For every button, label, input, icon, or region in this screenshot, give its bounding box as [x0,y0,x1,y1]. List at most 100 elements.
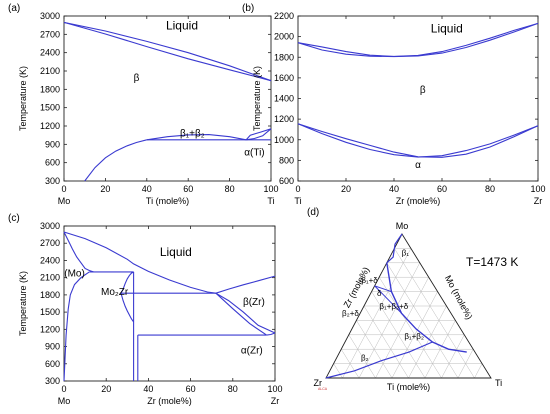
ternary-grid-line [474,363,483,379]
y-tick-label: 300 [45,376,60,386]
left-element-label: Ti [294,196,301,206]
panel-letter: (b) [242,3,254,14]
axis-label-zr: Zr (mole%) [342,265,372,309]
ternary-grid-line [424,320,456,379]
ternary-phase-label: β₂ [361,354,369,363]
ternary-phase-label: β₁ [402,249,410,258]
ternary-phase-label: δ [377,289,382,298]
axis-label-ti: Ti (mole%) [387,382,430,392]
y-tick-label: 900 [45,139,60,149]
logo-mark: ALCA [318,387,328,391]
ternary-grid-line [333,363,343,379]
left-element-label: Mo [58,196,71,206]
x-tick-label: 20 [341,184,351,194]
x-axis-label: Zr (mole%) [396,196,441,206]
y-tick-label: 2100 [40,273,60,283]
phase-boundary-line [120,271,134,294]
x-tick-label: 80 [485,184,495,194]
phase-boundary-line [63,21,272,82]
phase-region-label: Mo₂Zr [101,287,129,298]
panel-letter: (a) [8,3,20,14]
panel-letter: (c) [8,213,20,224]
phase-region-label: α(Zr) [241,345,263,356]
ternary-grid-line [408,305,447,379]
y-tick-label: 300 [45,176,60,186]
phase-region-label: Liquid [160,245,192,259]
phase-boundary-line [63,271,90,382]
three-phase-tie-line [374,285,402,314]
y-axis-label: Temperature (K) [18,66,28,131]
x-tick-label: 40 [143,384,153,394]
phase-region-label: α [415,160,421,171]
x-axis-label: Zr (mole%) [147,396,192,406]
y-tick-label: 600 [45,158,60,168]
x-axis-label: Ti (mole%) [146,196,189,206]
right-element-label: Zr [534,196,543,206]
y-axis-label: Temperature (K) [18,271,28,336]
x-tick-label: 60 [186,384,196,394]
y-tick-label: 1200 [274,114,294,124]
x-tick-label: 40 [389,184,399,194]
phase-boundary-line [120,293,135,323]
plot-frame [63,15,272,182]
phase-region-label: β [134,73,140,84]
panel-d-ternary-section: (d) T=1473 K Mo Zr Ti Zr (mole%) Mo (mole%) Ti … [307,207,518,392]
ternary-grid-line [394,248,475,379]
ternary-grid-line [363,305,409,379]
vertex-label-mo: Mo [396,221,409,231]
plot-frame [63,225,276,382]
phase-region-label: β [420,85,426,96]
right-element-label: Ti [267,196,274,206]
x-tick-label: 20 [100,184,110,194]
y-tick-label: 1500 [40,103,60,113]
phase-boundary-line [246,128,272,141]
phase-region-label: α(Ti) [244,148,264,159]
ternary-grid-line [340,349,360,379]
x-tick-label: 80 [225,184,235,194]
y-tick-label: 2000 [274,32,294,42]
y-tick-label: 600 [279,176,294,186]
vertex-label-zr: Zr [314,378,323,388]
x-tick-label: 0 [61,384,66,394]
ternary-phase-label: β₂+δ [342,309,359,318]
y-tick-label: 2700 [40,29,60,39]
panel-letter: (d) [307,207,319,218]
x-tick-label: 60 [437,184,447,194]
x-tick-label: 80 [228,384,238,394]
ternary-grid-line [378,277,442,379]
y-tick-label: 1800 [40,290,60,300]
axis-label-mo: Mo (mole%) [443,274,475,322]
phase-boundary-line [84,139,147,182]
y-tick-label: 1400 [274,94,294,104]
phase-boundary-line [146,134,247,141]
phase-boundary-line [215,292,267,336]
phase-boundary-line [215,275,276,294]
y-tick-label: 2100 [40,66,60,76]
x-tick-label: 100 [530,184,545,194]
ternary-grid-line [375,277,429,379]
phase-boundary-line [297,123,539,158]
y-tick-label: 1200 [40,121,60,131]
phase-boundary-line [245,128,272,141]
x-tick-label: 0 [61,184,66,194]
panel-b-ti-zr-diagram: (b) 600 800 1000 1200 1400 1600 1800 2000 2200 0 20… [242,3,546,206]
ternary-grid-line [342,248,412,379]
phase-boundary-line [266,332,276,336]
y-tick-label: 600 [45,359,60,369]
phase-region-label: Liquid [431,22,463,36]
left-element-label: Mo [58,396,71,406]
beta1-boundary [386,233,403,264]
ternary-phase-label: β₁+δ [361,276,378,285]
vertex-label-ti: Ti [495,378,502,388]
phase-boundary-line [63,231,94,273]
y-tick-label: 1600 [274,73,294,83]
three-phase-tie-line [374,285,392,293]
y-tick-label: 3000 [40,11,60,21]
x-tick-label: 60 [183,184,193,194]
phase-boundary-line [297,22,539,57]
phase-region-label: β(Zr) [243,297,265,308]
y-tick-label: 900 [45,342,60,352]
y-tick-label: 3000 [40,221,60,231]
y-tick-label: 1200 [40,324,60,334]
